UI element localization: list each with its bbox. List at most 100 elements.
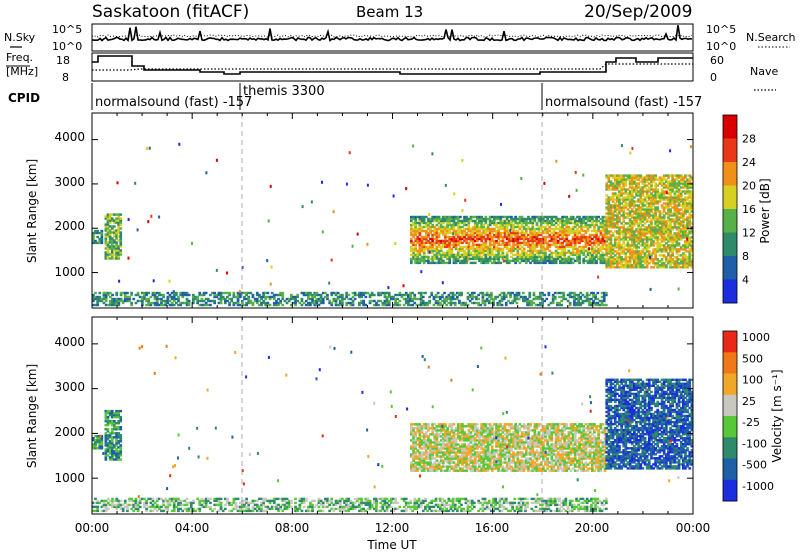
velocity-cell — [102, 501, 106, 505]
power-cell — [630, 216, 634, 219]
power-cell — [665, 220, 668, 223]
power-cell — [136, 291, 140, 295]
power-cell — [546, 235, 549, 239]
power-cell — [669, 186, 672, 189]
power-cell — [463, 227, 466, 231]
power-cell — [533, 231, 537, 235]
power-cell — [562, 291, 566, 295]
velocity-cell — [104, 454, 108, 457]
power-cell — [111, 303, 114, 307]
power-cell — [525, 217, 528, 221]
power-cell — [561, 225, 564, 229]
power-cell — [669, 188, 672, 191]
velocity-cell — [111, 501, 114, 505]
power-cell — [106, 245, 110, 248]
power-cell — [486, 247, 490, 251]
velocity-cell — [108, 413, 112, 417]
power-cell — [645, 248, 649, 251]
power-cell — [435, 217, 439, 221]
power-cell — [618, 246, 621, 249]
power-cell — [454, 217, 458, 221]
power-cell — [121, 301, 125, 305]
power-cell — [531, 229, 535, 233]
power-cell — [469, 227, 473, 231]
power-cell — [565, 251, 569, 255]
power-cell — [410, 217, 413, 221]
power-cell — [675, 194, 679, 197]
power-cell — [501, 231, 505, 235]
power-cell — [499, 253, 503, 257]
power-cell — [414, 239, 417, 243]
power-cell — [454, 231, 458, 235]
power-cell — [654, 242, 657, 245]
power-cell — [132, 297, 136, 301]
velocity-cell — [243, 505, 246, 509]
power-cell — [611, 260, 615, 263]
power-cell — [605, 262, 609, 265]
power-cell — [620, 264, 623, 267]
power-point — [420, 270, 423, 274]
power-cell — [585, 291, 589, 295]
power-cell — [554, 255, 558, 259]
power-cell — [498, 301, 502, 305]
power-cell — [471, 245, 475, 249]
power-cell — [581, 301, 585, 305]
power-cell — [667, 258, 670, 261]
power-cell — [595, 261, 598, 265]
power-cell — [607, 196, 611, 199]
power-cell — [647, 254, 651, 257]
power-cell — [211, 291, 214, 295]
power-cell — [527, 221, 530, 225]
power-cell — [552, 227, 556, 231]
power-cell — [561, 227, 564, 231]
power-cell — [542, 245, 545, 249]
power-cell — [119, 233, 123, 236]
power-cell — [686, 240, 689, 243]
power-cell — [643, 226, 647, 229]
power-cell — [533, 243, 537, 247]
power-cell — [554, 245, 558, 249]
power-cell — [412, 229, 415, 233]
power-cell — [645, 264, 649, 267]
power-cell — [548, 225, 552, 229]
power-cell — [202, 299, 206, 303]
velocity-cell — [100, 439, 104, 442]
power-cell — [431, 261, 434, 265]
power-cell — [650, 220, 653, 223]
power-cell — [213, 293, 216, 297]
power-cell — [471, 215, 475, 219]
power-cell — [637, 210, 640, 213]
power-cell — [498, 303, 502, 307]
velocity-cell — [121, 503, 125, 507]
power-cell — [573, 293, 576, 297]
power-cell — [443, 291, 446, 295]
power-cell — [637, 182, 640, 185]
power-cell — [662, 230, 666, 233]
power-cell — [138, 299, 142, 303]
power-cell — [459, 221, 462, 225]
power-cell — [658, 246, 662, 249]
power-cell — [473, 221, 477, 225]
power-cell — [444, 239, 447, 243]
power-cell — [628, 238, 632, 241]
power-cell — [94, 297, 97, 301]
velocity-cell — [100, 437, 104, 440]
power-cell — [605, 244, 609, 247]
power-cell — [467, 247, 471, 251]
power-cell — [652, 174, 655, 177]
power-cell — [450, 235, 454, 239]
power-cell — [413, 293, 417, 297]
power-cell — [688, 260, 692, 263]
power-cell — [463, 255, 466, 259]
power-cell — [461, 249, 464, 253]
velocity-cell — [113, 499, 116, 503]
power-cell — [482, 231, 486, 235]
power-cell — [624, 222, 628, 225]
power-cell — [446, 217, 449, 221]
power-cell — [561, 219, 564, 223]
power-cell — [427, 259, 430, 263]
power-cell — [679, 214, 683, 217]
power-cell — [387, 301, 391, 305]
power-cell — [618, 220, 621, 223]
power-cell — [516, 247, 520, 251]
